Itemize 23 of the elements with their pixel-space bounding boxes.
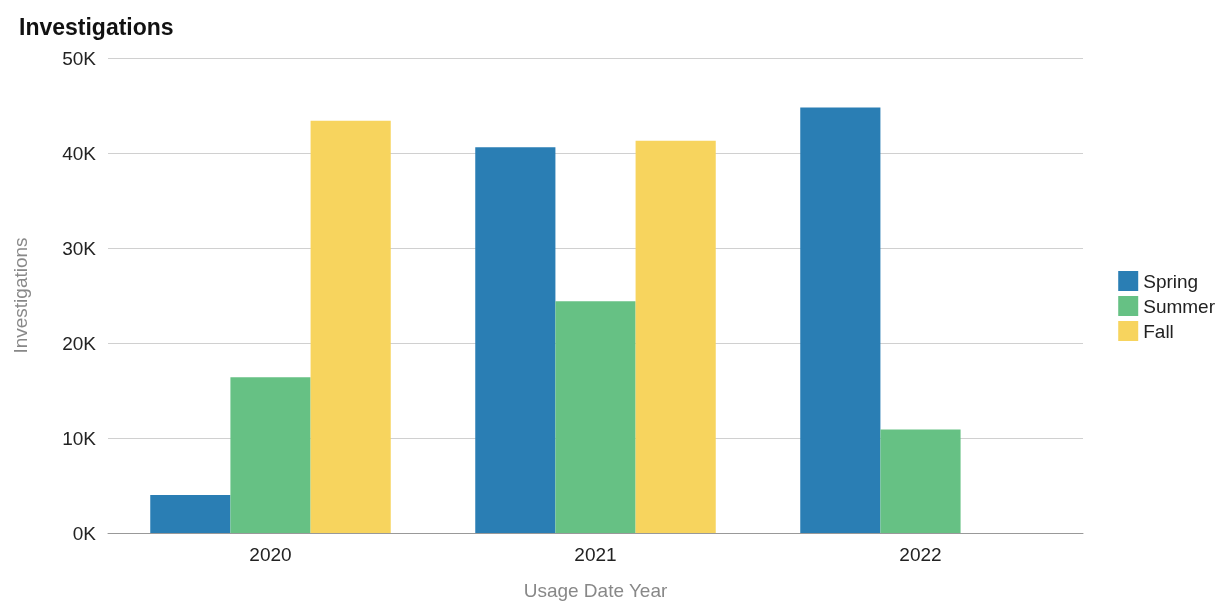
- x-tick-label: 2022: [899, 544, 942, 565]
- x-tick-label: 2021: [574, 544, 617, 565]
- bar: [555, 301, 636, 533]
- legend-label: Fall: [1143, 320, 1174, 342]
- bar: [310, 120, 391, 533]
- y-tick-label: 10K: [62, 427, 97, 449]
- bar: [800, 107, 881, 533]
- y-tick-label: 20K: [62, 332, 97, 354]
- bar: [880, 429, 961, 533]
- bar: [475, 147, 556, 533]
- y-axis-title: Investigations: [10, 237, 31, 354]
- legend-label: Summer: [1143, 295, 1216, 317]
- y-tick-label: 0K: [72, 522, 97, 544]
- y-tick-label: 30K: [62, 237, 97, 259]
- y-tick-label: 50K: [62, 47, 97, 69]
- chart-title: Investigations: [19, 13, 174, 40]
- x-tick-label: 2020: [249, 544, 292, 565]
- x-axis-title: Usage Date Year: [523, 580, 668, 601]
- legend-label: Spring: [1143, 270, 1199, 292]
- bar: [635, 140, 716, 533]
- bar: [230, 377, 311, 533]
- bar: [150, 495, 231, 533]
- y-tick-label: 40K: [62, 142, 97, 164]
